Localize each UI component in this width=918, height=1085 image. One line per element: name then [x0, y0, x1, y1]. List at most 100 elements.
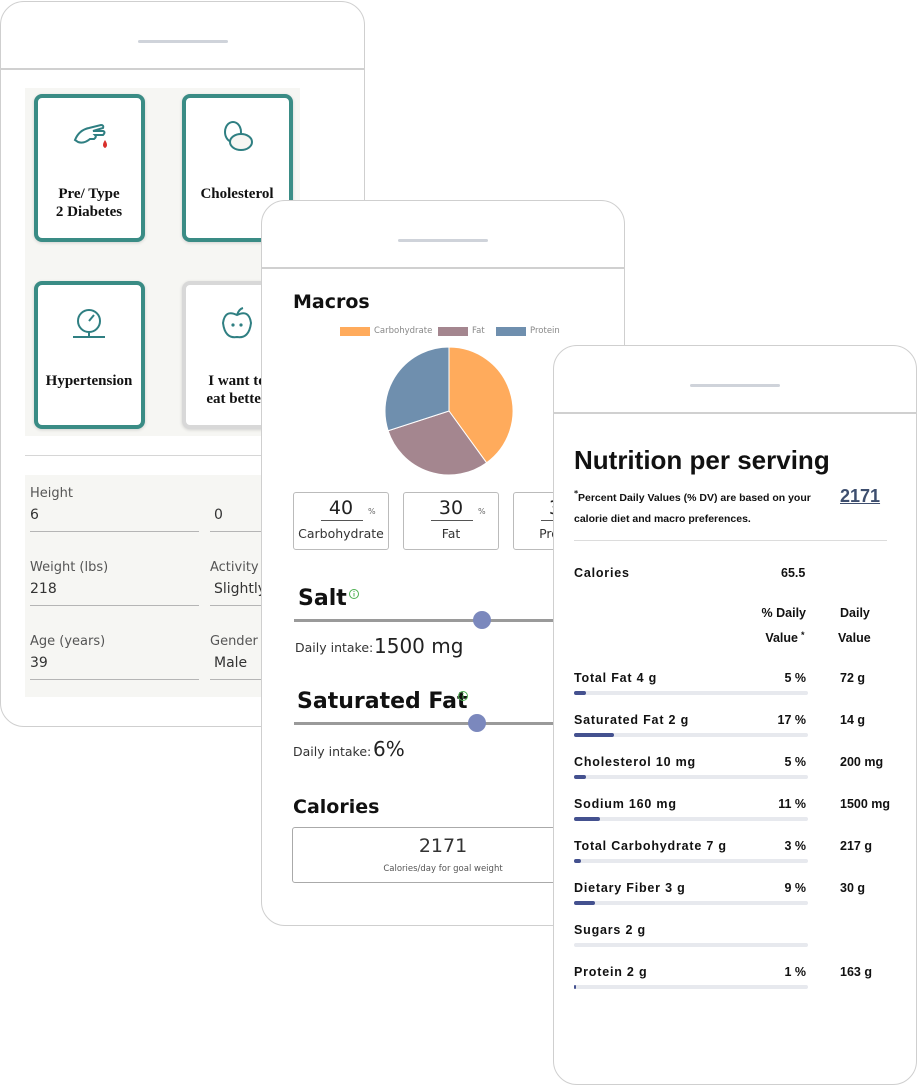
dv-percent: 5 % — [784, 755, 806, 769]
condition-label: 2 Diabetes — [55, 204, 123, 220]
field-underline — [30, 605, 199, 606]
dv-bar-track — [574, 985, 808, 989]
macro-unit: % — [368, 507, 376, 516]
nutrient-label: Protein 2 g — [574, 965, 648, 979]
field-label: Activity — [210, 560, 259, 575]
dv-bar-track — [574, 691, 808, 695]
condition-icon — [73, 309, 105, 338]
field-value: Slightly — [214, 581, 267, 597]
intake-label: Daily intake: — [295, 640, 374, 655]
dv-bar-track — [574, 943, 808, 947]
slider-thumb[interactable] — [468, 714, 486, 732]
info-icon — [458, 691, 468, 701]
intake-value: 1500 mg — [374, 634, 464, 658]
dv-bar — [574, 817, 600, 821]
condition-label: I want to — [208, 373, 266, 389]
field-value: 0 — [214, 507, 223, 523]
nutrient-label: Total Carbohydrate 7 g — [574, 839, 727, 853]
nutrient-label: Sodium 160 mg — [574, 797, 677, 811]
note-calories[interactable]: 2171 — [840, 486, 881, 506]
nutrient-label: Sugars 2 g — [574, 923, 646, 937]
pie-slice — [387, 410, 488, 476]
macro-underline — [431, 520, 473, 521]
condition-label: Cholesterol — [200, 186, 274, 202]
nutrient-label: Cholesterol 10 mg — [574, 755, 696, 769]
legend-swatch — [496, 327, 526, 336]
daily-value: 72 g — [840, 671, 866, 685]
pie-slice — [448, 346, 514, 464]
field-value: 6 — [30, 507, 39, 523]
phone-frame — [553, 345, 917, 1085]
dv-bar — [574, 733, 614, 737]
calories-value: 65.5 — [781, 566, 806, 580]
legend-swatch — [438, 327, 468, 336]
dv-bar-track — [574, 733, 808, 737]
field-value: 218 — [30, 581, 57, 597]
slider-thumb[interactable] — [473, 611, 491, 629]
field-value: 39 — [30, 655, 48, 671]
section-title: Salt — [298, 586, 347, 611]
calorie-box — [292, 827, 592, 883]
nutrient-label: Saturated Fat 2 g — [574, 713, 690, 727]
daily-value: 200 mg — [840, 755, 884, 769]
dv-bar — [574, 691, 586, 695]
pie-slice — [384, 346, 450, 432]
field-label: Height — [30, 486, 73, 501]
macro-unit: % — [478, 507, 486, 516]
divider — [261, 267, 625, 269]
macro-name: Carbohydrate — [298, 526, 384, 541]
macro-underline — [321, 520, 363, 521]
macro-value: 30 — [438, 497, 464, 519]
divider — [574, 540, 887, 541]
handle — [398, 239, 488, 242]
note-text: calorie diet and macro preferences. — [574, 513, 751, 525]
dv-percent: 11 % — [778, 797, 806, 811]
divider — [25, 455, 365, 456]
dv-bar-track — [574, 775, 808, 779]
condition-card[interactable] — [34, 94, 145, 242]
calorie-value: 2171 — [418, 835, 468, 857]
column-header: % Daily — [761, 606, 806, 620]
nutrient-label: Dietary Fiber 3 g — [574, 881, 686, 895]
dv-bar-track — [574, 859, 808, 863]
handle — [137, 40, 228, 43]
section-title: Saturated Fat — [297, 689, 468, 714]
daily-value: 1500 mg — [840, 797, 891, 811]
note-text: Percent Daily Values (% DV) are based on… — [578, 492, 811, 504]
daily-value: 163 g — [840, 965, 872, 979]
column-header: Daily — [840, 606, 870, 620]
divider — [553, 412, 917, 414]
slider-track — [294, 619, 614, 622]
calories-label: Calories — [574, 566, 630, 580]
divider — [0, 68, 365, 70]
condition-label: eat better — [206, 391, 268, 407]
pie-chart — [384, 346, 514, 476]
intake-label: Daily intake: — [293, 744, 372, 759]
dv-bar-track — [574, 901, 808, 905]
condition-label: Pre/ Type — [58, 186, 120, 202]
handle — [690, 384, 780, 387]
column-header-mark: * — [801, 630, 805, 640]
field-underline — [30, 679, 199, 680]
slider-track — [294, 722, 614, 725]
dv-percent: 1 % — [784, 965, 806, 979]
dv-bar — [574, 901, 596, 905]
nutrition-title: Nutrition per serving — [574, 445, 830, 475]
dv-bar — [574, 775, 586, 779]
macro-value: 40 — [328, 497, 354, 519]
intake-value: 6% — [373, 737, 405, 761]
legend-swatch — [340, 327, 370, 336]
nutrient-label: Total Fat 4 g — [574, 671, 658, 685]
dv-percent: 9 % — [784, 881, 806, 895]
condition-card[interactable] — [34, 281, 145, 429]
field-underline — [30, 531, 199, 532]
daily-value: 14 g — [840, 713, 866, 727]
info-icon — [349, 589, 359, 599]
condition-icon — [224, 121, 253, 151]
daily-value: 30 g — [840, 881, 866, 895]
note-mark: * — [574, 489, 579, 498]
dv-bar — [574, 859, 582, 863]
condition-icon — [221, 307, 253, 339]
dv-percent: 17 % — [777, 713, 807, 727]
